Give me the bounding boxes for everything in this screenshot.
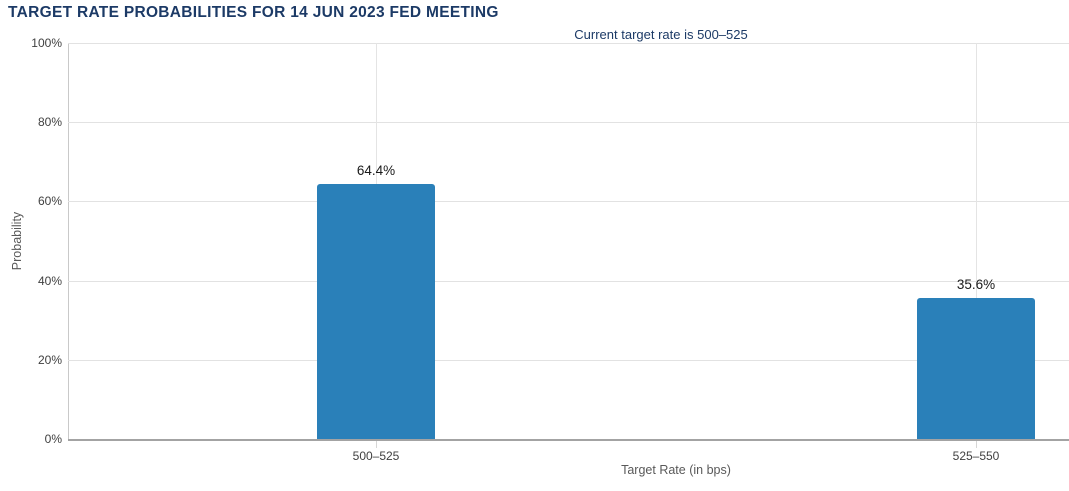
h-gridline — [68, 280, 1069, 282]
x-tick-label: 500–525 — [352, 449, 400, 463]
h-gridline — [68, 359, 1069, 361]
y-tick-label: 20% — [37, 352, 62, 367]
probability-bar[interactable] — [317, 183, 435, 439]
x-tick-label: 525–550 — [952, 449, 1000, 463]
probability-bar[interactable] — [917, 298, 1035, 439]
bar-value-label: 64.4% — [356, 162, 396, 178]
x-axis-tick — [976, 441, 977, 448]
y-tick-label: 80% — [37, 115, 62, 130]
bar-value-label: 35.6% — [956, 277, 996, 293]
y-tick-label: 0% — [44, 432, 62, 446]
x-axis-line — [68, 439, 1069, 441]
h-gridline — [68, 201, 1069, 203]
y-axis-line — [68, 43, 69, 440]
y-tick-label: 100% — [31, 36, 62, 50]
x-axis-tick — [376, 441, 377, 448]
y-tick-label: 40% — [37, 273, 62, 288]
chart-title: TARGET RATE PROBABILITIES FOR 14 JUN 202… — [8, 4, 499, 21]
plot-area: 64.4% 500–525 35.6% 525–550 — [68, 43, 1069, 463]
h-gridline — [68, 43, 1069, 44]
chart-subtitle: Current target rate is 500–525 — [574, 27, 748, 42]
y-axis-title: Probability — [10, 211, 24, 271]
y-tick-label: 60% — [37, 194, 62, 209]
h-gridline — [68, 122, 1069, 124]
v-gridline — [976, 43, 977, 439]
x-axis-title: Target Rate (in bps) — [621, 463, 731, 477]
